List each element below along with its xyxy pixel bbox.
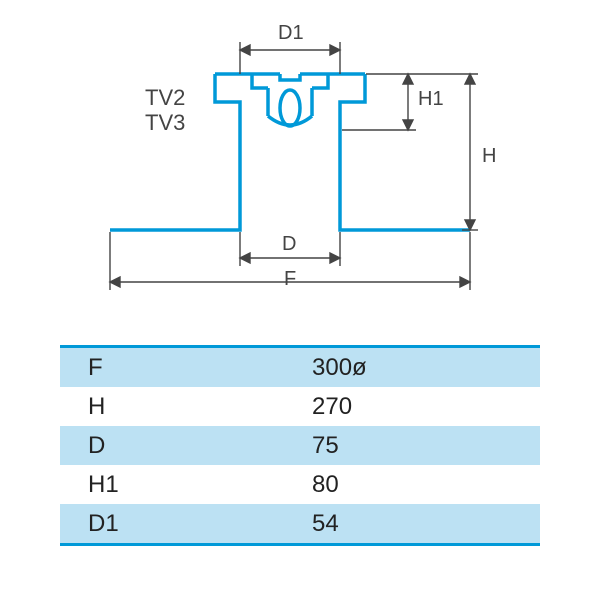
table-row: H1 80	[60, 465, 540, 504]
dim-h: H	[482, 145, 496, 168]
cell-value: 75	[252, 432, 540, 460]
dim-f: F	[284, 268, 296, 291]
cell-value: 54	[252, 510, 540, 538]
table-row: F 300ø	[60, 348, 540, 387]
cell-value: 270	[252, 393, 540, 421]
model-2: TV3	[145, 110, 185, 135]
cell-label: F	[60, 354, 252, 382]
cell-label: D1	[60, 510, 252, 538]
technical-diagram: TV2 TV3	[50, 20, 550, 300]
table-row: D 75	[60, 426, 540, 465]
cell-value: 300ø	[252, 354, 540, 382]
cell-label: H1	[60, 471, 252, 499]
dim-table: F 300ø H 270 D 75 H1 80 D1 54	[60, 345, 540, 546]
table-bottom-rule	[60, 543, 540, 546]
cell-label: D	[60, 432, 252, 460]
dim-h1: H1	[418, 88, 444, 111]
diagram-svg	[50, 20, 550, 300]
table-row: D1 54	[60, 504, 540, 543]
cell-value: 80	[252, 471, 540, 499]
dim-d: D	[282, 233, 296, 256]
dim-d1: D1	[278, 22, 304, 45]
cell-label: H	[60, 393, 252, 421]
model-labels: TV2 TV3	[145, 85, 185, 136]
model-1: TV2	[145, 85, 185, 110]
table-row: H 270	[60, 387, 540, 426]
